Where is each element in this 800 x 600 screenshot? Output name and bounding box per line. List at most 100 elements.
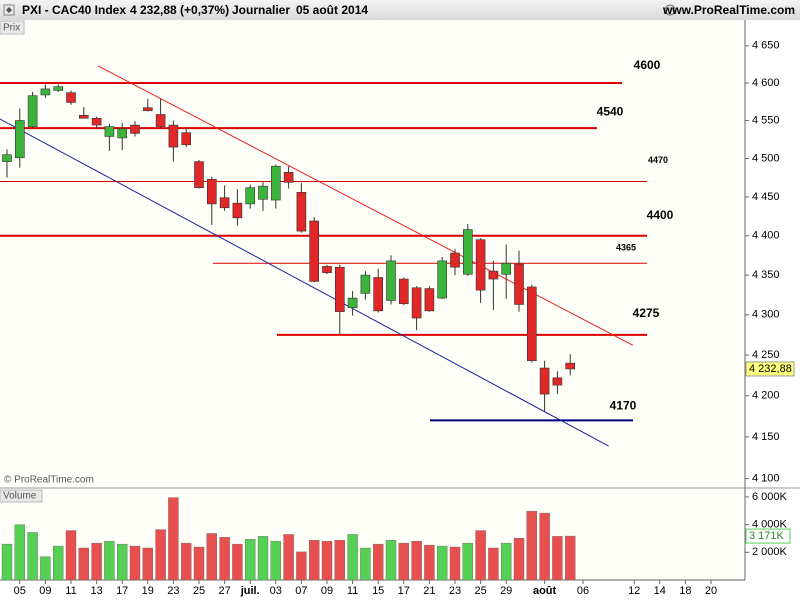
volume-bar xyxy=(206,533,218,581)
x-tick-label: 03 xyxy=(270,585,282,597)
header-bar xyxy=(0,0,800,20)
candle-body xyxy=(334,266,345,312)
candle-body xyxy=(565,362,576,370)
volume-bar xyxy=(347,534,358,581)
candle-body xyxy=(104,126,115,137)
x-tick-label: 17 xyxy=(116,585,128,597)
volume-bar xyxy=(373,543,384,581)
volume-bar xyxy=(168,497,179,581)
candle-body xyxy=(539,367,550,395)
x-tick-label: 27 xyxy=(218,585,230,597)
x-tick-label: 20 xyxy=(705,585,717,597)
candle-body xyxy=(245,187,255,205)
volume-bar xyxy=(552,536,563,581)
volume-bar xyxy=(180,542,192,581)
x-tick-label: 09 xyxy=(39,585,51,597)
candle-body xyxy=(501,262,512,275)
last-value-box xyxy=(745,528,791,544)
x-tick-label: 17 xyxy=(398,585,410,597)
volume-bar xyxy=(142,547,154,581)
volume-bar xyxy=(257,536,269,581)
header-icon-glyph xyxy=(6,7,12,13)
candle-body xyxy=(27,95,38,127)
level-label: 4470 xyxy=(648,155,668,165)
candle-body xyxy=(181,132,191,146)
candle-body xyxy=(398,278,409,304)
x-tick-label: 25 xyxy=(193,585,205,597)
volume-bar xyxy=(14,524,26,581)
level-label: 4540 xyxy=(597,104,624,118)
header-button[interactable] xyxy=(664,4,676,16)
volume-bar xyxy=(283,534,294,581)
candle-body xyxy=(526,286,537,362)
candle-body xyxy=(155,114,166,127)
date: 05 août 2014 xyxy=(296,3,368,17)
volume-bar xyxy=(53,545,64,581)
y-tick-label: 6 000K xyxy=(752,491,788,503)
volume-bar xyxy=(270,541,281,581)
candle-body xyxy=(130,124,140,134)
candle-body xyxy=(373,277,384,312)
volume-bar xyxy=(219,537,230,581)
volume-bar xyxy=(437,545,448,581)
x-tick-label: 05 xyxy=(14,585,26,597)
volume-bar xyxy=(334,540,345,581)
period: Journalier xyxy=(232,3,290,17)
volume-bar xyxy=(104,541,115,581)
volume-bar xyxy=(91,542,102,581)
volume-bar xyxy=(155,529,166,581)
x-tick-label: juil. xyxy=(240,585,260,597)
volume-bar xyxy=(321,541,333,581)
candle-body xyxy=(552,377,563,386)
volume-bar xyxy=(385,540,397,581)
volume-bar xyxy=(475,530,486,581)
candle-body xyxy=(488,270,499,280)
x-tick-label: 19 xyxy=(142,585,154,597)
trend-line xyxy=(97,65,634,346)
volume-bar xyxy=(488,547,499,581)
x-tick-label: 18 xyxy=(679,585,691,597)
symbol: PXI - CAC40 Index xyxy=(22,3,126,17)
level-label: 4400 xyxy=(647,208,674,222)
x-tick-label: 13 xyxy=(90,585,102,597)
y-tick-label: 2 000K xyxy=(752,546,788,558)
y-tick-label: 4 250 xyxy=(752,349,780,361)
candle-body xyxy=(232,202,243,219)
candle-body xyxy=(424,288,435,312)
candle-body xyxy=(53,86,64,91)
y-tick-label: 4 200 xyxy=(752,390,780,402)
y-tick-label: 4 500 xyxy=(752,152,780,164)
volume-bar xyxy=(449,546,461,581)
level-label: 4365 xyxy=(616,243,636,253)
volume-bar xyxy=(27,532,38,581)
candle-body xyxy=(322,266,332,274)
level-label: 4600 xyxy=(634,58,661,72)
volume-bar xyxy=(565,535,576,581)
panel-label-box xyxy=(0,20,25,35)
x-tick-label: août xyxy=(533,585,557,597)
last-value-label: 4 232,88 xyxy=(749,363,792,375)
y-tick-label: 4 100 xyxy=(752,473,780,485)
x-tick-label: 11 xyxy=(347,585,358,597)
volume-bar xyxy=(501,542,512,581)
candle-body xyxy=(309,220,320,282)
y-tick-label: 4 350 xyxy=(752,269,780,281)
candle-body xyxy=(411,287,422,319)
y-tick-label: 4 600 xyxy=(752,77,780,89)
candle-body xyxy=(168,124,179,148)
candle-body xyxy=(270,165,281,201)
level-label: 4275 xyxy=(633,306,660,320)
volume-bar xyxy=(309,540,320,581)
volume-bar xyxy=(296,551,307,581)
panel-label-box xyxy=(0,489,43,503)
x-tick-label: 21 xyxy=(423,585,435,597)
candle-body xyxy=(347,297,358,308)
candle-body xyxy=(194,161,204,188)
x-tick-label: 23 xyxy=(449,585,461,597)
candle-body xyxy=(2,154,12,162)
candle-body xyxy=(462,229,473,275)
price-panel xyxy=(0,20,745,487)
candle-body xyxy=(514,263,524,305)
level-label: 4170 xyxy=(610,399,637,413)
candle-body xyxy=(40,88,51,96)
